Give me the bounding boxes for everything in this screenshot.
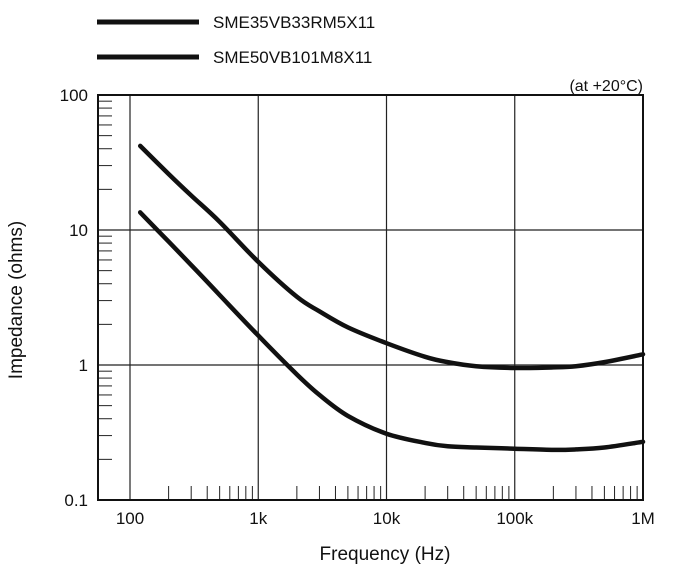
legend-label-series-1: SME35VB33RM5X11 bbox=[213, 13, 375, 32]
x-tick-label: 100k bbox=[496, 509, 533, 528]
x-axis-label: Frequency (Hz) bbox=[320, 544, 451, 565]
series-line-2 bbox=[137, 210, 646, 453]
series-line-1 bbox=[137, 143, 646, 371]
x-tick-label: 1M bbox=[631, 509, 655, 528]
minor-ticks bbox=[98, 100, 638, 500]
y-tick-label: 1 bbox=[79, 356, 88, 375]
legend: SME35VB33RM5X11 SME50VB101M8X11 bbox=[97, 13, 375, 67]
x-tick-label: 10k bbox=[373, 509, 401, 528]
temperature-note: (at +20°C) bbox=[569, 78, 643, 95]
y-tick-label: 0.1 bbox=[64, 491, 88, 510]
y-tick-labels: 0.1 1 10 100 bbox=[60, 86, 88, 510]
x-tick-label: 100 bbox=[116, 509, 144, 528]
grid bbox=[98, 95, 643, 500]
plot-frame bbox=[97, 94, 644, 501]
x-tick-labels: 100 1k 10k 100k 1M bbox=[116, 509, 655, 528]
series-lines bbox=[137, 143, 646, 453]
y-tick-label: 10 bbox=[69, 221, 88, 240]
legend-label-series-2: SME50VB101M8X11 bbox=[213, 48, 372, 67]
y-axis-label: Impedance (ohms) bbox=[6, 221, 27, 379]
y-tick-label: 100 bbox=[60, 86, 88, 105]
x-tick-label: 1k bbox=[249, 509, 267, 528]
